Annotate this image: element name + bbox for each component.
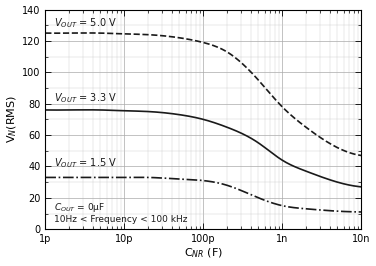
- Text: $V_{OUT}$ = 3.3 V: $V_{OUT}$ = 3.3 V: [54, 92, 117, 105]
- Text: $C_{OUT}$ = 0μF
10Hz < Frequency < 100 kHz: $C_{OUT}$ = 0μF 10Hz < Frequency < 100 k…: [54, 201, 188, 224]
- X-axis label: C$_{NR}$ (F): C$_{NR}$ (F): [184, 247, 223, 260]
- Y-axis label: V$_N$(RMS): V$_N$(RMS): [6, 95, 19, 143]
- Text: $V_{OUT}$ = 1.5 V: $V_{OUT}$ = 1.5 V: [54, 156, 117, 170]
- Text: $V_{OUT}$ = 5.0 V: $V_{OUT}$ = 5.0 V: [54, 16, 117, 30]
